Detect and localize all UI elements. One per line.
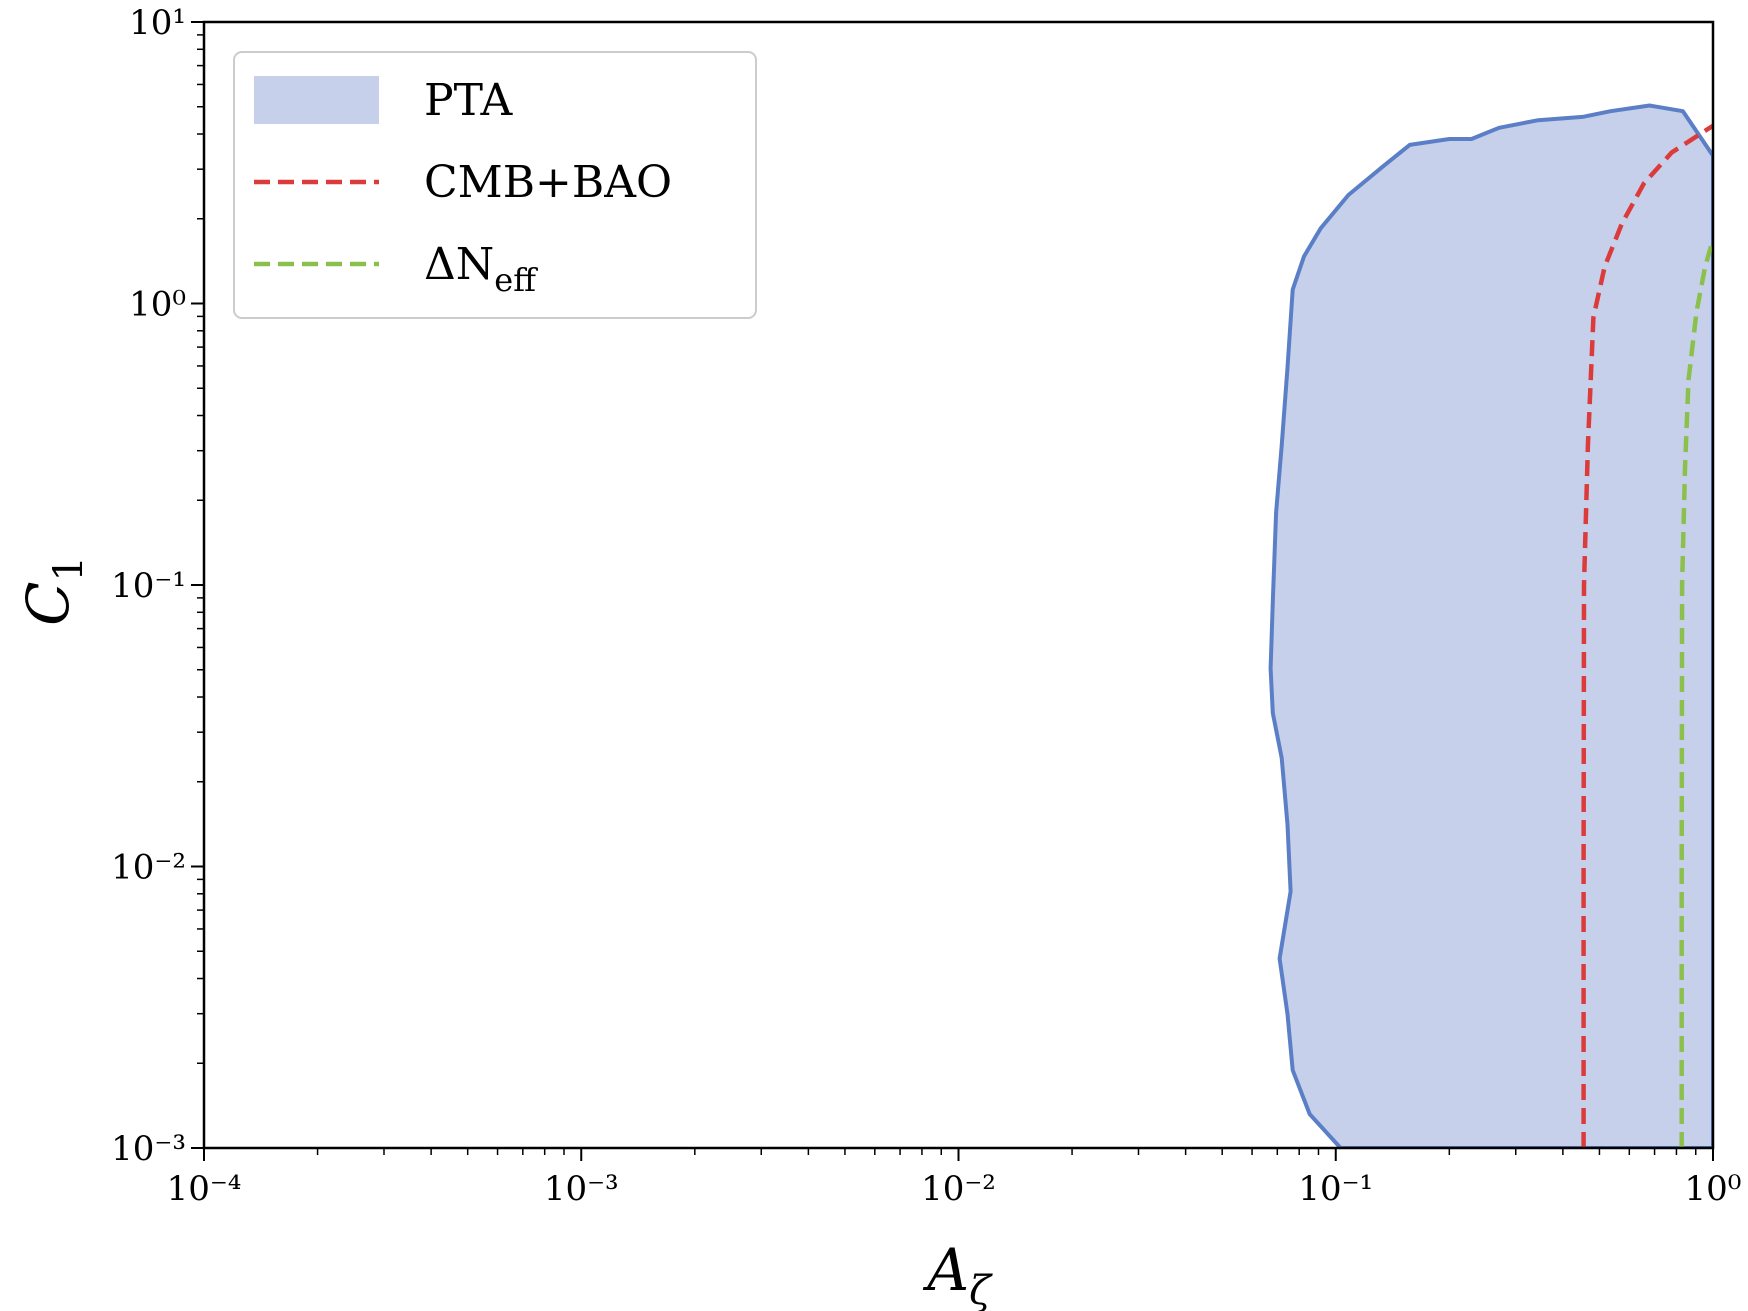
x-tick-label: 10⁻⁴: [167, 1169, 242, 1209]
x-axis-label: Aζ: [922, 1236, 993, 1311]
legend-name-sub: eff: [494, 261, 538, 299]
legend-name: ΔN: [424, 239, 494, 290]
x-tick-label: 10⁻¹: [1298, 1169, 1373, 1209]
legend-label: ΔNeff: [424, 239, 538, 299]
y-label-sub: 1: [46, 556, 92, 581]
y-tick-label: 10⁰: [129, 285, 186, 325]
legend-name: PTA: [424, 75, 514, 126]
y-tick-label: 10⁻²: [111, 848, 186, 888]
y-tick-label: 10⁻³: [111, 1129, 186, 1169]
y-tick-label: 10¹: [129, 3, 186, 43]
x-label-main: A: [922, 1236, 969, 1304]
contour-region: [1268, 103, 1713, 1148]
x-tick-label: 10⁻²: [921, 1169, 996, 1209]
y-axis-label: C1: [14, 556, 92, 626]
legend-label: CMB+BAO: [424, 157, 672, 208]
legend-name: CMB+BAO: [424, 157, 672, 208]
x-label-sub: ζ: [969, 1268, 993, 1311]
constraint-line: [1581, 123, 1713, 1148]
y-label-main: C: [14, 582, 82, 626]
constraint-line: [1679, 238, 1713, 1148]
x-tick-label: 10⁻³: [544, 1169, 619, 1209]
y-tick-label: 10⁻¹: [111, 566, 186, 606]
legend-swatch: [254, 76, 379, 124]
legend-label: PTA: [424, 75, 514, 126]
x-tick-label: 10⁰: [1685, 1169, 1742, 1209]
